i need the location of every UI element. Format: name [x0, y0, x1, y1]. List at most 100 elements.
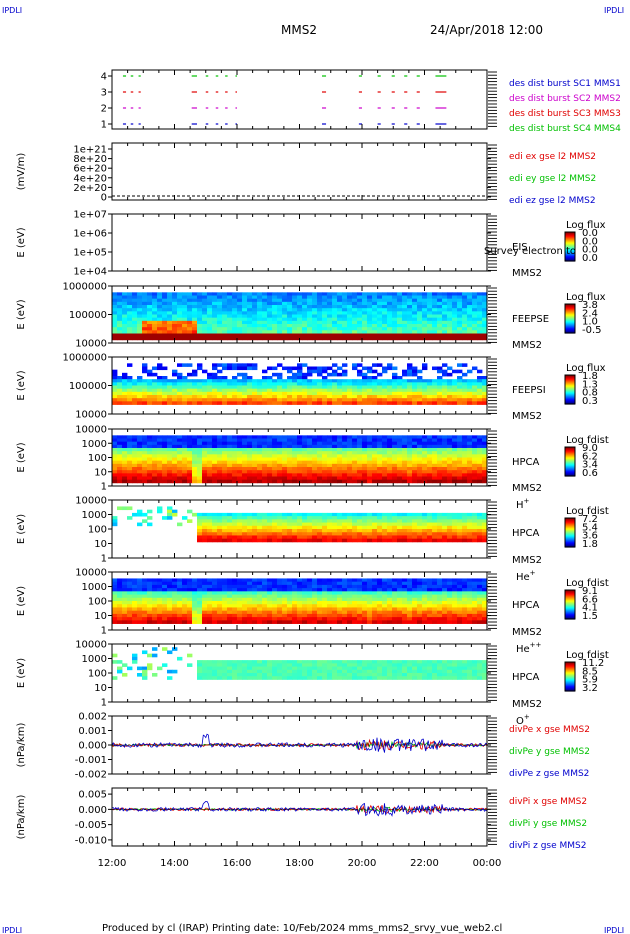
heatmap-cell [237, 366, 243, 371]
heatmap-cell [187, 597, 193, 602]
heatmap-cell [317, 301, 323, 306]
heatmap-cell [392, 398, 398, 402]
heatmap-cell [262, 617, 268, 621]
heatmap-cell [392, 535, 398, 540]
heatmap-cell [172, 460, 178, 465]
heatmap-cell [462, 388, 468, 393]
heatmap-cell [222, 519, 228, 523]
heatmap-cell [472, 516, 478, 520]
heatmap-cell [247, 391, 253, 396]
heatmap-cell [322, 438, 328, 443]
heatmap-cell [297, 522, 303, 527]
heatmap-cell [452, 308, 458, 312]
heatmap-cell [182, 305, 188, 309]
colorbar-cell [565, 235, 575, 238]
heatmap-cell [222, 607, 228, 612]
heatmap-cell [297, 538, 303, 543]
colorbar-cell [565, 330, 575, 332]
heatmap-cell [197, 320, 203, 325]
heatmap-cell [252, 327, 258, 331]
heatmap-cell [197, 448, 203, 452]
heatmap-cell [367, 535, 373, 540]
heatmap-cell [127, 581, 133, 586]
heatmap-cell [132, 601, 138, 605]
heatmap-cell [257, 395, 263, 399]
heatmap-cell [177, 578, 183, 583]
heatmap-cell [287, 336, 293, 341]
heatmap-cell [362, 317, 368, 322]
heatmap-cell [157, 324, 163, 328]
heatmap-cell [462, 401, 468, 405]
heatmap-cell [252, 336, 258, 341]
heatmap-cell [217, 516, 223, 520]
heatmap-cell [427, 308, 433, 312]
heatmap-cell [412, 451, 418, 455]
heatmap-cell [217, 610, 223, 615]
colorbar-cell [565, 465, 575, 467]
heatmap-cell [327, 473, 333, 477]
heatmap-cell [137, 382, 143, 386]
heatmap-cell [387, 512, 393, 517]
heatmap-cell [272, 292, 278, 296]
heatmap-cell [132, 388, 138, 393]
heatmap-cell [147, 588, 153, 592]
heatmap-cell [267, 320, 273, 325]
colorbar-cell [565, 250, 575, 252]
heatmap-cell [362, 301, 368, 306]
heatmap-cell [162, 330, 168, 334]
heatmap-cell [317, 317, 323, 322]
heatmap-cell [187, 588, 193, 592]
heatmap-cell [242, 385, 248, 390]
heatmap-cell [442, 454, 448, 458]
heatmap-cell [197, 314, 203, 319]
heatmap-cell [277, 470, 283, 474]
heatmap-cell [157, 451, 163, 455]
heatmap-cell [217, 305, 223, 309]
heatmap-cell [227, 441, 233, 446]
heatmap-cell [192, 597, 198, 602]
heatmap-cell [227, 438, 233, 443]
heatmap-cell [387, 476, 393, 481]
heatmap-cell [297, 448, 303, 452]
heatmap-cell [342, 460, 348, 465]
heatmap-cell [462, 532, 468, 536]
heatmap-cell [162, 376, 168, 380]
heatmap-cell [207, 601, 213, 605]
heatmap-cell [222, 479, 228, 484]
heatmap-cell [182, 476, 188, 481]
heatmap-cell [432, 327, 438, 331]
heatmap-cell [482, 292, 488, 296]
heatmap-cell [167, 391, 173, 396]
heatmap-cell [367, 311, 373, 315]
heatmap-cell [462, 382, 468, 386]
heatmap-cell [427, 388, 433, 393]
heatmap-cell [137, 604, 143, 608]
heatmap-cell [272, 470, 278, 474]
colorbar-cell [565, 232, 575, 234]
heatmap-cell [382, 336, 388, 341]
heatmap-cell [417, 311, 423, 315]
heatmap-cell [457, 463, 463, 468]
heatmap-cell [292, 470, 298, 474]
heatmap-cell [472, 519, 478, 523]
heatmap-cell [272, 460, 278, 465]
heatmap-cell [202, 476, 208, 481]
heatmap-cell [327, 467, 333, 471]
heatmap-cell [197, 391, 203, 396]
heatmap-cell [357, 314, 363, 319]
heatmap-cell [427, 379, 433, 383]
colorbar-cell [565, 388, 575, 391]
heatmap-cell [457, 470, 463, 474]
heatmap-cell [227, 314, 233, 319]
colorbar-cell [565, 375, 575, 377]
heatmap-cell [432, 320, 438, 325]
heatmap-cell [432, 388, 438, 393]
heatmap-cell [452, 327, 458, 331]
heatmap-cell [132, 308, 138, 312]
heatmap-cell [402, 448, 408, 452]
heatmap-cell [177, 298, 183, 303]
heatmap-cell [257, 388, 263, 393]
heatmap-cell [332, 372, 338, 377]
heatmap-cell [142, 594, 148, 599]
heatmap-cell [247, 317, 253, 322]
